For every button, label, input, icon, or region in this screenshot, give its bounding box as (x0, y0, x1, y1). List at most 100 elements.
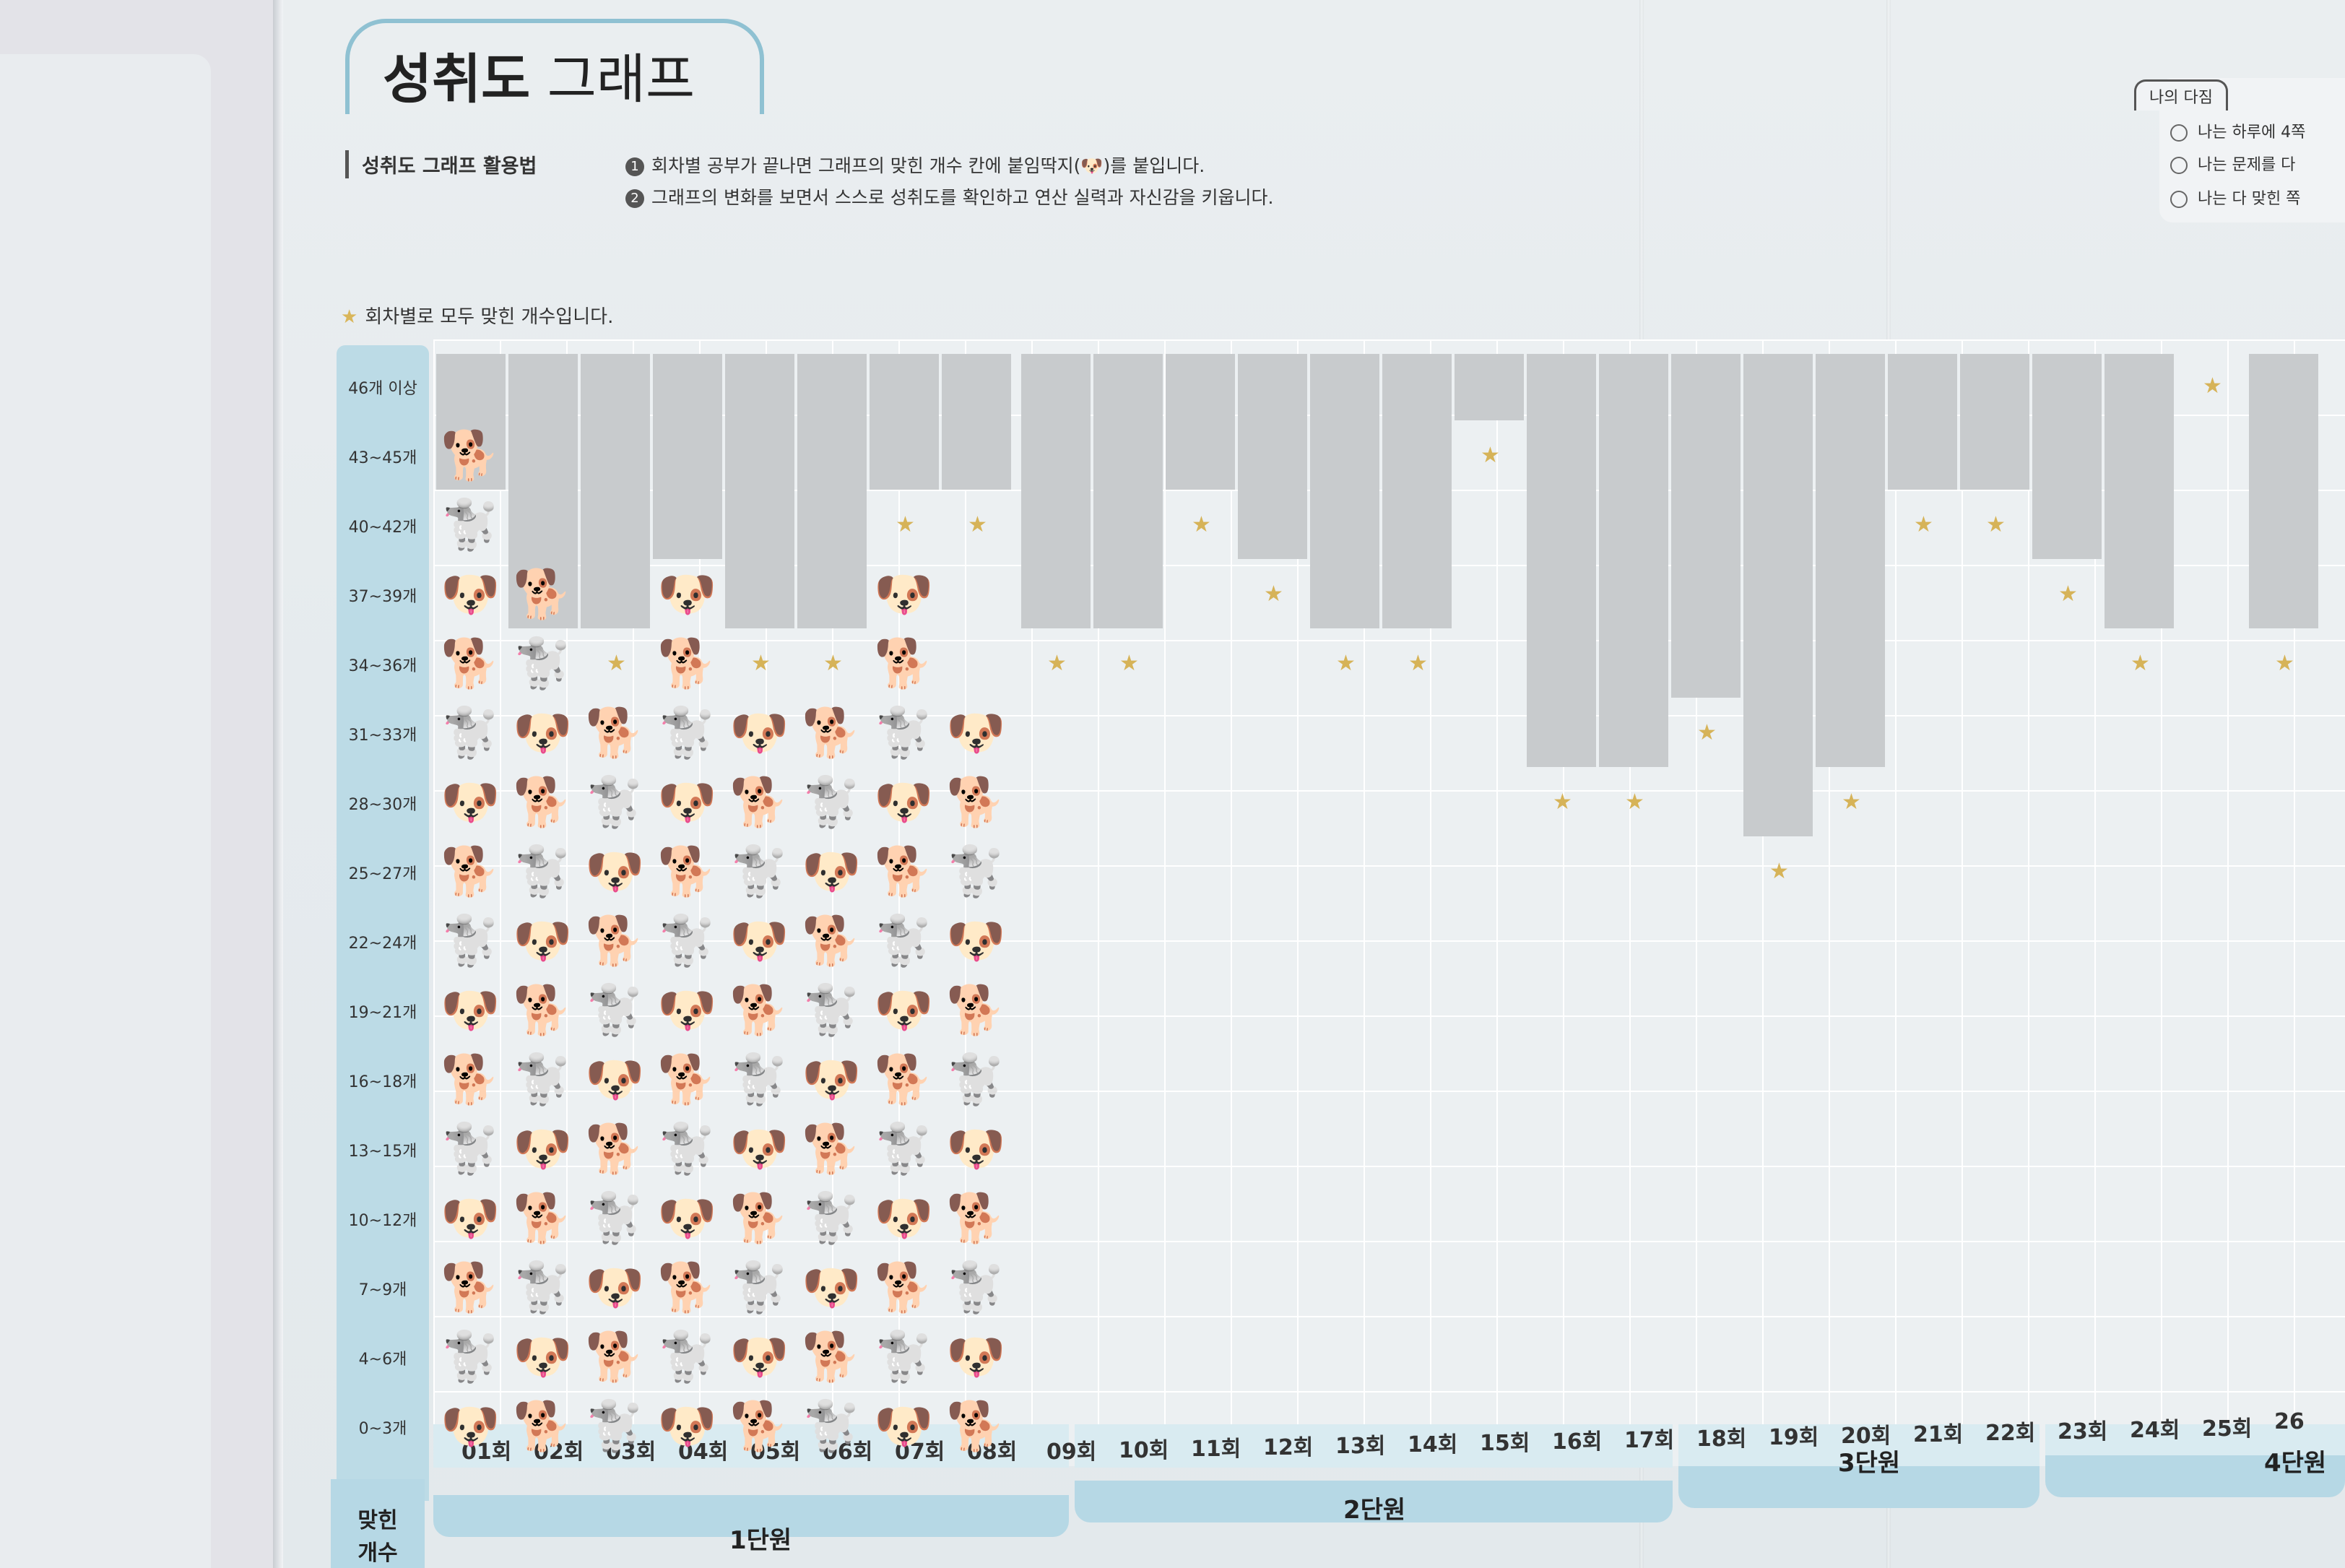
dog-sticker-icon: 🐕 (874, 1260, 934, 1315)
gray-cell-column (1166, 354, 1235, 490)
x-axis-label: 08회 (967, 1439, 1018, 1465)
dog-sticker-icon: 🐕 (657, 1260, 717, 1315)
gray-cell-column (2249, 354, 2318, 628)
dog-sticker-icon: 🐶 (513, 913, 573, 969)
x-axis-label: 05회 (750, 1439, 801, 1465)
dog-sticker-icon: 🐩 (874, 1121, 934, 1177)
count-label-line-2: 개수 (357, 1541, 398, 1566)
dog-sticker-icon: 🐶 (874, 982, 934, 1038)
dog-sticker-icon: 🐩 (802, 1398, 862, 1454)
dog-sticker-icon: 🐩 (729, 1260, 789, 1315)
x-axis-label: 22회 (1985, 1421, 2036, 1446)
dog-sticker-icon: 🐩 (657, 1121, 717, 1177)
dog-sticker-icon: 🐕 (513, 1190, 573, 1246)
star-icon: ★ (896, 512, 915, 537)
dog-sticker-icon: 🐩 (441, 1121, 500, 1177)
gray-cell-column (1743, 354, 1813, 836)
gray-cell-column (1671, 354, 1741, 698)
y-axis-label: 10~12개 (348, 1212, 417, 1230)
dog-sticker-icon: 🐩 (657, 705, 717, 761)
dog-sticker-icon: 🐶 (657, 982, 717, 1038)
dog-sticker-icon: 🐩 (729, 1052, 789, 1107)
dog-sticker-icon: 🐕 (802, 1329, 862, 1385)
gray-cell-column (1093, 354, 1163, 628)
x-axis-label: 20회 (1841, 1424, 1891, 1449)
gray-cell-column (725, 354, 794, 628)
title-tab (345, 19, 764, 114)
dog-sticker-icon: 🐶 (874, 566, 934, 622)
dog-sticker-icon: 🐕 (874, 1052, 934, 1107)
gray-cell-column (1310, 354, 1379, 628)
dog-sticker-icon: 🐩 (874, 1329, 934, 1385)
dog-sticker-icon: 🐕 (513, 566, 573, 622)
y-axis-label: 4~6개 (358, 1351, 407, 1369)
gray-cell-column (1382, 354, 1452, 628)
checkbox-icon[interactable] (2170, 191, 2188, 208)
howto-line-2: 2 그래프의 변화를 보면서 스스로 성취도를 확인하고 연산 실력과 자신감을 … (625, 183, 1273, 209)
dog-sticker-icon: 🐩 (657, 913, 717, 969)
pledge-tag: 나의 다짐 (2134, 79, 2228, 111)
star-icon: ★ (534, 651, 554, 676)
dog-sticker-icon: 🐩 (802, 774, 862, 830)
x-axis-label: 13회 (1335, 1434, 1386, 1459)
gray-cell-column (1527, 354, 1596, 767)
dog-sticker-icon: 🐩 (585, 982, 645, 1038)
dog-sticker-icon: 🐕 (729, 774, 789, 830)
count-label-line-1: 맞힌 (357, 1508, 398, 1533)
star-icon: ★ (1625, 789, 1644, 815)
count-label-box (331, 1479, 425, 1568)
dog-sticker-icon: 🐕 (946, 1190, 1006, 1246)
y-axis-label: 31~33개 (348, 727, 417, 745)
star-icon: ★ (1842, 789, 1861, 815)
dog-sticker-icon: 🐩 (802, 982, 862, 1038)
star-icon: ★ (607, 651, 626, 676)
x-axis-label: 21회 (1913, 1422, 1964, 1447)
star-icon: ★ (1553, 789, 1572, 815)
y-axis-label: 0~3개 (358, 1420, 407, 1438)
x-axis-label: 18회 (1696, 1426, 1747, 1452)
dog-sticker-icon: 🐩 (946, 844, 1006, 899)
star-icon: ★ (2203, 373, 2222, 399)
dog-sticker-icon: 🐕 (585, 1329, 645, 1385)
checkbox-icon[interactable] (2170, 124, 2188, 142)
pledge-item[interactable]: 나는 다 맞힌 쪽 (2170, 186, 2300, 209)
dog-sticker-icon: 🐩 (657, 1329, 717, 1385)
dog-sticker-icon: 🐩 (441, 497, 500, 553)
dog-sticker-icon: 🐶 (729, 1121, 789, 1177)
howto-label: 성취도 그래프 활용법 (345, 150, 537, 178)
x-axis-row (433, 1424, 1069, 1468)
pledge-item[interactable]: 나는 문제를 다 (2170, 152, 2295, 175)
checkbox-icon[interactable] (2170, 157, 2188, 174)
gray-cell-column (436, 354, 506, 490)
pledge-item[interactable]: 나는 하루에 4쪽 (2170, 119, 2305, 142)
x-axis-label: 23회 (2058, 1419, 2108, 1444)
dog-sticker-icon: 🐩 (874, 913, 934, 969)
star-icon: ★ (1264, 581, 1283, 607)
star-icon: ★ (823, 651, 843, 676)
y-axis-label: 22~24개 (348, 935, 417, 953)
dog-sticker-icon: 🐕 (441, 636, 500, 691)
x-axis-label: 15회 (1480, 1431, 1530, 1456)
gray-cell-column (508, 354, 578, 628)
dog-sticker-icon: 🐶 (946, 1329, 1006, 1385)
star-icon: ★ (1408, 651, 1428, 676)
star-icon: ★ (751, 651, 771, 676)
dog-sticker-icon: 🐶 (441, 982, 500, 1038)
x-axis-label: 16회 (1552, 1429, 1603, 1455)
howto-line-1: 1 회차별 공부가 끝나면 그래프의 맞힌 개수 칸에 붙임딱지(🐶)를 붙입니다… (625, 152, 1205, 178)
gray-cell-column (581, 354, 650, 628)
dog-sticker-icon: 🐕 (657, 636, 717, 691)
dog-sticker-icon: 🐶 (441, 1190, 500, 1246)
star-icon: ★ (1192, 512, 1211, 537)
unit-label-3: 3단원 (1838, 1449, 1901, 1478)
dog-sticker-icon: 🐩 (585, 1398, 645, 1454)
x-axis-label: 26 (2274, 1409, 2305, 1434)
dog-sticker-icon: 🐶 (874, 774, 934, 830)
dog-sticker-icon: 🐕 (513, 774, 573, 830)
dog-sticker-icon: 🐶 (946, 1121, 1006, 1177)
step-number-icon: 2 (625, 189, 644, 208)
gray-cell-column (942, 354, 1011, 490)
dog-sticker-icon: 🐶 (657, 566, 717, 622)
gray-cell-column (1455, 354, 1524, 420)
step-number-icon: 1 (625, 157, 644, 176)
